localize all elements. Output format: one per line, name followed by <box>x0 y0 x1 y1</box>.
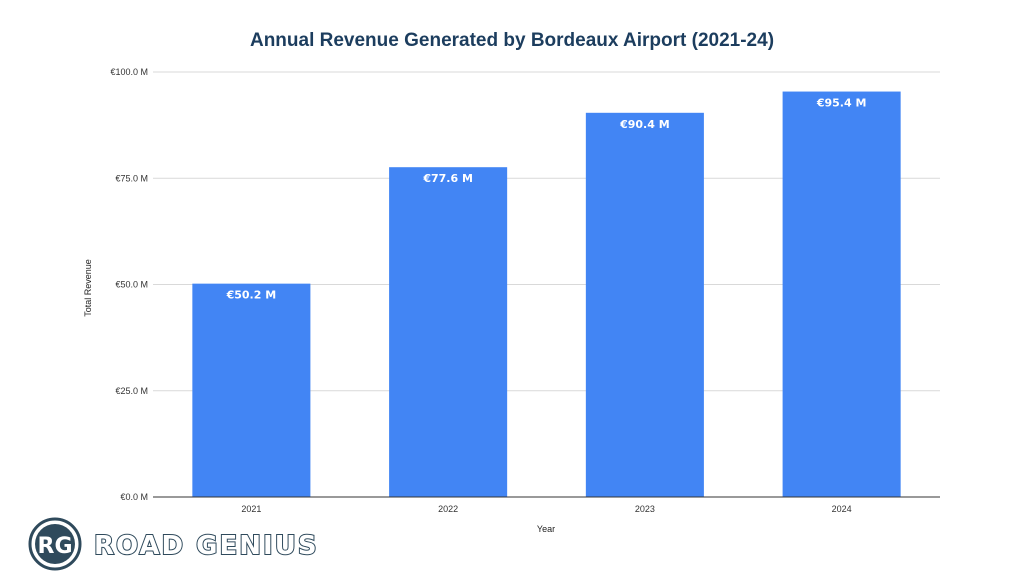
logo-badge-inner <box>35 524 75 564</box>
road-genius-logo: RG ROAD GENIUS <box>28 517 319 571</box>
bar-data-label: €77.6 M <box>422 172 473 185</box>
bar-2023 <box>585 112 704 498</box>
x-tick-label: 2021 <box>241 504 261 514</box>
x-axis-ticks: 2021 2022 2023 2024 <box>241 504 851 514</box>
y-tick-label: €0.0 M <box>120 492 148 502</box>
y-axis-title: Total Revenue <box>83 259 93 317</box>
y-axis-ticks: €0.0 M €25.0 M €50.0 M €75.0 M €100.0 M <box>110 67 148 502</box>
chart-title: Annual Revenue Generated by Bordeaux Air… <box>250 30 774 51</box>
bar-2024 <box>782 91 901 498</box>
x-tick-label: 2023 <box>635 504 655 514</box>
logo-wordmark: ROAD GENIUS <box>94 531 319 561</box>
x-tick-label: 2022 <box>438 504 458 514</box>
bar-data-labels: €50.2 M €77.6 M €90.4 M €95.4 M <box>226 97 867 302</box>
bar-data-label: €90.4 M <box>619 118 670 131</box>
y-tick-label: €75.0 M <box>115 173 148 183</box>
bars <box>192 91 901 498</box>
x-axis-title: Year <box>537 524 555 534</box>
y-tick-label: €25.0 M <box>115 386 148 396</box>
bar-2022 <box>389 167 508 497</box>
logo-monogram: RG <box>38 534 73 559</box>
bar-data-label: €50.2 M <box>226 289 277 302</box>
bar-2021 <box>192 283 311 497</box>
x-tick-label: 2024 <box>832 504 852 514</box>
y-tick-label: €100.0 M <box>110 67 148 77</box>
bar-data-label: €95.4 M <box>816 97 867 110</box>
y-tick-label: €50.0 M <box>115 280 148 290</box>
